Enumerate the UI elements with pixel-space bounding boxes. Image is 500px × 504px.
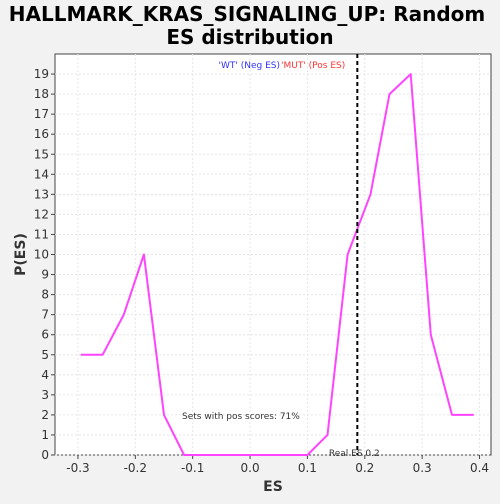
y-tick-label: 0 (41, 448, 49, 462)
y-tick-label: 1 (41, 428, 49, 442)
y-tick-label: 16 (34, 127, 49, 141)
y-tick-label: 17 (34, 107, 49, 121)
legend-neg-label: 'WT' (Neg ES) (219, 61, 280, 71)
y-axis-label: P(ES) (13, 233, 29, 276)
y-tick-label: 11 (34, 227, 49, 241)
y-tick-label: 19 (34, 67, 49, 81)
y-tick-label: 13 (34, 187, 49, 201)
y-tick-label: 3 (41, 388, 49, 402)
y-tick-label: 8 (41, 288, 49, 302)
y-tick-label: 12 (34, 207, 49, 221)
y-tick-label: 9 (41, 268, 49, 282)
legend-pos-label: 'MUT' (Pos ES) (281, 61, 345, 71)
y-tick-label: 10 (34, 248, 49, 262)
y-tick-label: 18 (34, 87, 49, 101)
y-tick-label: 14 (34, 167, 49, 181)
x-tick-label: 0.1 (298, 461, 317, 475)
y-tick-label: 6 (41, 328, 49, 342)
x-tick-label: -0.1 (181, 461, 204, 475)
y-tick-label: 7 (41, 308, 49, 322)
y-tick-label: 4 (41, 368, 49, 382)
x-tick-label: 0.2 (355, 461, 374, 475)
x-axis-label: ES (263, 479, 283, 495)
x-tick-label: -0.3 (66, 461, 89, 475)
x-tick-label: 0.4 (470, 461, 489, 475)
x-tick-label: 0.3 (413, 461, 432, 475)
real-es-label: Real ES 0.2 (329, 449, 380, 459)
pos-scores-annotation: Sets with pos scores: 71% (182, 412, 300, 422)
y-tick-label: 5 (41, 348, 49, 362)
y-tick-label: 15 (34, 147, 49, 161)
chart-title-line1: HALLMARK_KRAS_SIGNALING_UP: Random (9, 2, 485, 26)
x-tick-label: -0.2 (124, 461, 147, 475)
chart-title-line2: ES distribution (166, 25, 333, 49)
y-tick-label: 2 (41, 408, 49, 422)
x-tick-label: 0.0 (241, 461, 260, 475)
